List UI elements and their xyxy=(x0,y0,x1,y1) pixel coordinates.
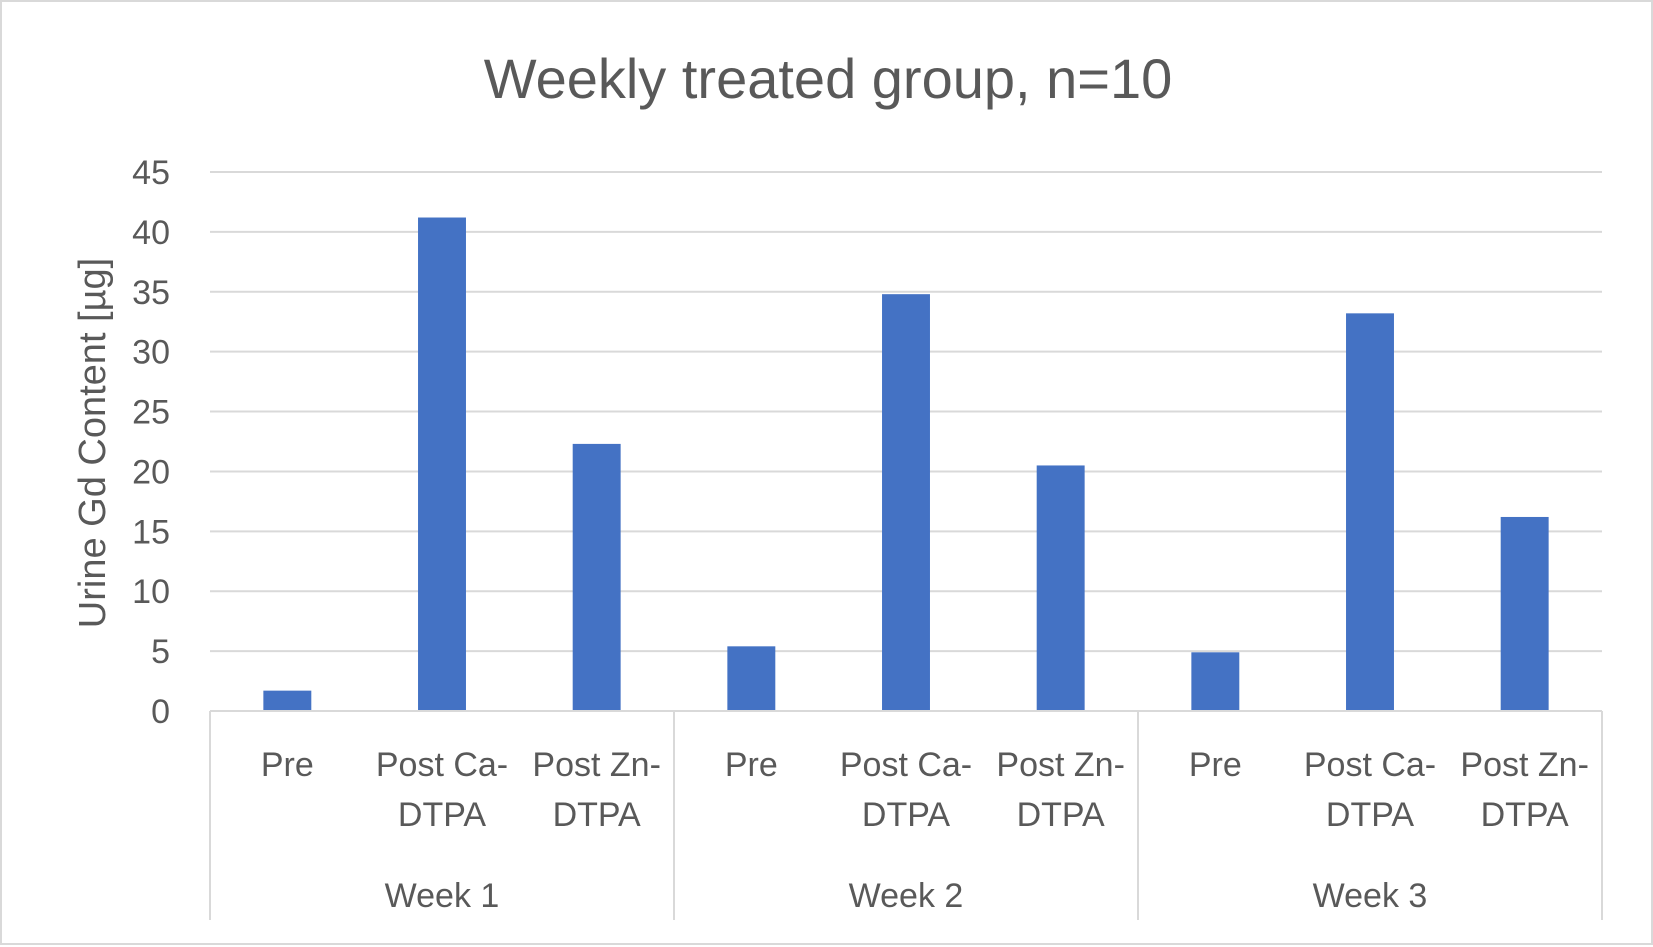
bar xyxy=(1500,516,1549,711)
x-axis xyxy=(209,710,1603,920)
y-tick-label: 35 xyxy=(132,274,170,312)
y-tick-label: 15 xyxy=(132,513,170,551)
category-label: Post Ca- xyxy=(840,746,972,784)
bar xyxy=(263,690,312,711)
y-tick-label: 10 xyxy=(132,573,170,611)
group-label: Week 1 xyxy=(385,877,500,915)
category-label: Post Zn- xyxy=(996,746,1124,784)
y-tick-label: 45 xyxy=(132,154,170,192)
y-axis-ticks: 0 5 10 15 20 25 30 35 40 45 xyxy=(132,154,170,731)
bars xyxy=(263,217,1549,711)
category-label: DTPA xyxy=(398,796,486,834)
y-axis-title: Urine Gd Content [µg] xyxy=(72,258,114,628)
bar xyxy=(727,646,776,711)
y-tick-label: 40 xyxy=(132,214,170,252)
y-tick-label: 5 xyxy=(151,633,170,671)
category-label: DTPA xyxy=(1017,796,1105,834)
category-label: Post Zn- xyxy=(532,746,660,784)
bar xyxy=(882,294,930,711)
group-label: Week 3 xyxy=(1313,877,1428,915)
category-label: Pre xyxy=(1189,746,1242,784)
category-label: DTPA xyxy=(1326,796,1414,834)
y-tick-label: 30 xyxy=(132,334,170,372)
category-label: DTPA xyxy=(553,796,641,834)
bar xyxy=(418,217,466,711)
y-tick-label: 25 xyxy=(132,394,170,432)
bar xyxy=(572,443,621,711)
y-tick-label: 20 xyxy=(132,453,170,491)
y-tick-label: 0 xyxy=(151,693,170,731)
bar xyxy=(1191,652,1240,711)
group-label: Week 2 xyxy=(849,877,964,915)
category-label: Pre xyxy=(725,746,778,784)
category-labels: Pre Post Ca- DTPA Post Zn- DTPA Week 1 Pre Post… xyxy=(261,746,1589,915)
category-label: Post Ca- xyxy=(376,746,508,784)
category-label: DTPA xyxy=(862,796,950,834)
bar xyxy=(1346,313,1394,711)
category-label: Pre xyxy=(261,746,314,784)
category-label: DTPA xyxy=(1481,796,1569,834)
chart-title: Weekly treated group, n=10 xyxy=(484,47,1173,110)
category-label: Post Ca- xyxy=(1304,746,1436,784)
bar xyxy=(1036,465,1085,711)
category-label: Post Zn- xyxy=(1460,746,1588,784)
